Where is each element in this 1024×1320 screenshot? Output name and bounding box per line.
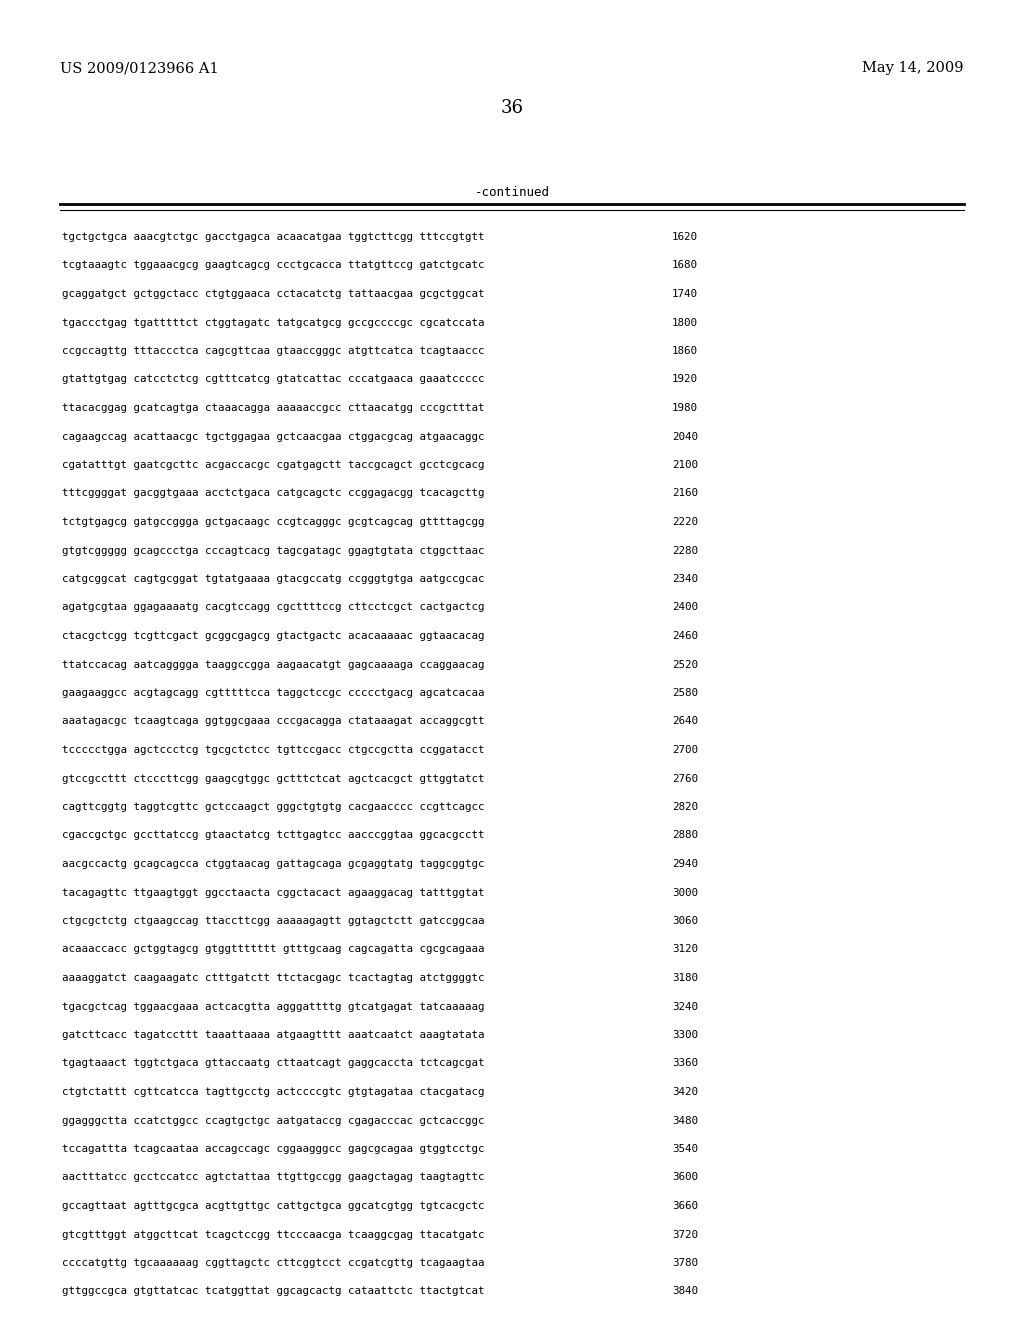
Text: tcgtaaagtc tggaaacgcg gaagtcagcg ccctgcacca ttatgttccg gatctgcatc: tcgtaaagtc tggaaacgcg gaagtcagcg ccctgca…	[62, 260, 484, 271]
Text: gccagttaat agtttgcgca acgttgttgc cattgctgca ggcatcgtgg tgtcacgctc: gccagttaat agtttgcgca acgttgttgc cattgct…	[62, 1201, 484, 1210]
Text: 3180: 3180	[672, 973, 698, 983]
Text: 2820: 2820	[672, 803, 698, 812]
Text: 3660: 3660	[672, 1201, 698, 1210]
Text: 2460: 2460	[672, 631, 698, 642]
Text: ttatccacag aatcagggga taaggccgga aagaacatgt gagcaaaaga ccaggaacag: ttatccacag aatcagggga taaggccgga aagaaca…	[62, 660, 484, 669]
Text: US 2009/0123966 A1: US 2009/0123966 A1	[60, 61, 219, 75]
Text: aaaaggatct caagaagatc ctttgatctt ttctacgagc tcactagtag atctggggtc: aaaaggatct caagaagatc ctttgatctt ttctacg…	[62, 973, 484, 983]
Text: 3600: 3600	[672, 1172, 698, 1183]
Text: 36: 36	[501, 99, 523, 117]
Text: 2040: 2040	[672, 432, 698, 441]
Text: gtccgccttt ctcccttcgg gaagcgtggc gctttctcat agctcacgct gttggtatct: gtccgccttt ctcccttcgg gaagcgtggc gctttct…	[62, 774, 484, 784]
Text: agatgcgtaa ggagaaaatg cacgtccagg cgcttttccg cttcctcgct cactgactcg: agatgcgtaa ggagaaaatg cacgtccagg cgctttt…	[62, 602, 484, 612]
Text: 2700: 2700	[672, 744, 698, 755]
Text: 3360: 3360	[672, 1059, 698, 1068]
Text: 1920: 1920	[672, 375, 698, 384]
Text: tgagtaaact tggtctgaca gttaccaatg cttaatcagt gaggcaccta tctcagcgat: tgagtaaact tggtctgaca gttaccaatg cttaatc…	[62, 1059, 484, 1068]
Text: cagttcggtg taggtcgttc gctccaagct gggctgtgtg cacgaacccc ccgttcagcc: cagttcggtg taggtcgttc gctccaagct gggctgt…	[62, 803, 484, 812]
Text: gttggccgca gtgttatcac tcatggttat ggcagcactg cataattctc ttactgtcat: gttggccgca gtgttatcac tcatggttat ggcagca…	[62, 1287, 484, 1296]
Text: ctgcgctctg ctgaagccag ttaccttcgg aaaaagagtt ggtagctctt gatccggcaa: ctgcgctctg ctgaagccag ttaccttcgg aaaaaga…	[62, 916, 484, 927]
Text: 3060: 3060	[672, 916, 698, 927]
Text: 2760: 2760	[672, 774, 698, 784]
Text: 2100: 2100	[672, 459, 698, 470]
Text: tccccctgga agctccctcg tgcgctctcc tgttccgacc ctgccgctta ccggatacct: tccccctgga agctccctcg tgcgctctcc tgttccg…	[62, 744, 484, 755]
Text: 3240: 3240	[672, 1002, 698, 1011]
Text: ctgtctattt cgttcatcca tagttgcctg actccccgtc gtgtagataa ctacgatacg: ctgtctattt cgttcatcca tagttgcctg actcccc…	[62, 1086, 484, 1097]
Text: 2940: 2940	[672, 859, 698, 869]
Text: cagaagccag acattaacgc tgctggagaa gctcaacgaa ctggacgcag atgaacaggc: cagaagccag acattaacgc tgctggagaa gctcaac…	[62, 432, 484, 441]
Text: -continued: -continued	[474, 186, 550, 198]
Text: 2520: 2520	[672, 660, 698, 669]
Text: cgaccgctgc gccttatccg gtaactatcg tcttgagtcc aacccggtaa ggcacgcctt: cgaccgctgc gccttatccg gtaactatcg tcttgag…	[62, 830, 484, 841]
Text: 1800: 1800	[672, 318, 698, 327]
Text: 3540: 3540	[672, 1144, 698, 1154]
Text: gtcgtttggt atggcttcat tcagctccgg ttcccaacga tcaaggcgag ttacatgatc: gtcgtttggt atggcttcat tcagctccgg ttcccaa…	[62, 1229, 484, 1239]
Text: gcaggatgct gctggctacc ctgtggaaca cctacatctg tattaacgaa gcgctggcat: gcaggatgct gctggctacc ctgtggaaca cctacat…	[62, 289, 484, 300]
Text: ttacacggag gcatcagtga ctaaacagga aaaaaccgcc cttaacatgg cccgctttat: ttacacggag gcatcagtga ctaaacagga aaaaacc…	[62, 403, 484, 413]
Text: tgctgctgca aaacgtctgc gacctgagca acaacatgaa tggtcttcgg tttccgtgtt: tgctgctgca aaacgtctgc gacctgagca acaacat…	[62, 232, 484, 242]
Text: gatcttcacc tagatccttt taaattaaaa atgaagtttt aaatcaatct aaagtatata: gatcttcacc tagatccttt taaattaaaa atgaagt…	[62, 1030, 484, 1040]
Text: 2220: 2220	[672, 517, 698, 527]
Text: 2400: 2400	[672, 602, 698, 612]
Text: 1740: 1740	[672, 289, 698, 300]
Text: tctgtgagcg gatgccggga gctgacaagc ccgtcagggc gcgtcagcag gttttagcgg: tctgtgagcg gatgccggga gctgacaagc ccgtcag…	[62, 517, 484, 527]
Text: cgatatttgt gaatcgcttc acgaccacgc cgatgagctt taccgcagct gcctcgcacg: cgatatttgt gaatcgcttc acgaccacgc cgatgag…	[62, 459, 484, 470]
Text: aactttatcc gcctccatcc agtctattaa ttgttgccgg gaagctagag taagtagttc: aactttatcc gcctccatcc agtctattaa ttgttgc…	[62, 1172, 484, 1183]
Text: 2340: 2340	[672, 574, 698, 583]
Text: 2580: 2580	[672, 688, 698, 698]
Text: gtattgtgag catcctctcg cgtttcatcg gtatcattac cccatgaaca gaaatccccc: gtattgtgag catcctctcg cgtttcatcg gtatcat…	[62, 375, 484, 384]
Text: tgacgctcag tggaacgaaa actcacgtta agggattttg gtcatgagat tatcaaaaag: tgacgctcag tggaacgaaa actcacgtta agggatt…	[62, 1002, 484, 1011]
Text: 3780: 3780	[672, 1258, 698, 1269]
Text: 2160: 2160	[672, 488, 698, 499]
Text: ggagggctta ccatctggcc ccagtgctgc aatgataccg cgagacccac gctcaccggc: ggagggctta ccatctggcc ccagtgctgc aatgata…	[62, 1115, 484, 1126]
Text: tacagagttc ttgaagtggt ggcctaacta cggctacact agaaggacag tatttggtat: tacagagttc ttgaagtggt ggcctaacta cggctac…	[62, 887, 484, 898]
Text: May 14, 2009: May 14, 2009	[862, 61, 964, 75]
Text: 2880: 2880	[672, 830, 698, 841]
Text: 2280: 2280	[672, 545, 698, 556]
Text: 3480: 3480	[672, 1115, 698, 1126]
Text: ctacgctcgg tcgttcgact gcggcgagcg gtactgactc acacaaaaac ggtaacacag: ctacgctcgg tcgttcgact gcggcgagcg gtactga…	[62, 631, 484, 642]
Text: 1680: 1680	[672, 260, 698, 271]
Text: 3000: 3000	[672, 887, 698, 898]
Text: acaaaccacc gctggtagcg gtggttttttt gtttgcaag cagcagatta cgcgcagaaa: acaaaccacc gctggtagcg gtggttttttt gtttgc…	[62, 945, 484, 954]
Text: 1860: 1860	[672, 346, 698, 356]
Text: ccgccagttg tttaccctca cagcgttcaa gtaaccgggc atgttcatca tcagtaaccc: ccgccagttg tttaccctca cagcgttcaa gtaaccg…	[62, 346, 484, 356]
Text: ccccatgttg tgcaaaaaag cggttagctc cttcggtcct ccgatcgttg tcagaagtaa: ccccatgttg tgcaaaaaag cggttagctc cttcggt…	[62, 1258, 484, 1269]
Text: 1980: 1980	[672, 403, 698, 413]
Text: tttcggggat gacggtgaaa acctctgaca catgcagctc ccggagacgg tcacagcttg: tttcggggat gacggtgaaa acctctgaca catgcag…	[62, 488, 484, 499]
Text: 3420: 3420	[672, 1086, 698, 1097]
Text: aacgccactg gcagcagcca ctggtaacag gattagcaga gcgaggtatg taggcggtgc: aacgccactg gcagcagcca ctggtaacag gattagc…	[62, 859, 484, 869]
Text: 3120: 3120	[672, 945, 698, 954]
Text: 3840: 3840	[672, 1287, 698, 1296]
Text: 1620: 1620	[672, 232, 698, 242]
Text: gtgtcggggg gcagccctga cccagtcacg tagcgatagc ggagtgtata ctggcttaac: gtgtcggggg gcagccctga cccagtcacg tagcgat…	[62, 545, 484, 556]
Text: 2640: 2640	[672, 717, 698, 726]
Text: aaatagacgc tcaagtcaga ggtggcgaaa cccgacagga ctataaagat accaggcgtt: aaatagacgc tcaagtcaga ggtggcgaaa cccgaca…	[62, 717, 484, 726]
Text: 3720: 3720	[672, 1229, 698, 1239]
Text: gaagaaggcc acgtagcagg cgtttttcca taggctccgc ccccctgacg agcatcacaa: gaagaaggcc acgtagcagg cgtttttcca taggctc…	[62, 688, 484, 698]
Text: catgcggcat cagtgcggat tgtatgaaaa gtacgccatg ccgggtgtga aatgccgcac: catgcggcat cagtgcggat tgtatgaaaa gtacgcc…	[62, 574, 484, 583]
Text: tgaccctgag tgatttttct ctggtagatc tatgcatgcg gccgccccgc cgcatccata: tgaccctgag tgatttttct ctggtagatc tatgcat…	[62, 318, 484, 327]
Text: tccagattta tcagcaataa accagccagc cggaagggcc gagcgcagaa gtggtcctgc: tccagattta tcagcaataa accagccagc cggaagg…	[62, 1144, 484, 1154]
Text: 3300: 3300	[672, 1030, 698, 1040]
